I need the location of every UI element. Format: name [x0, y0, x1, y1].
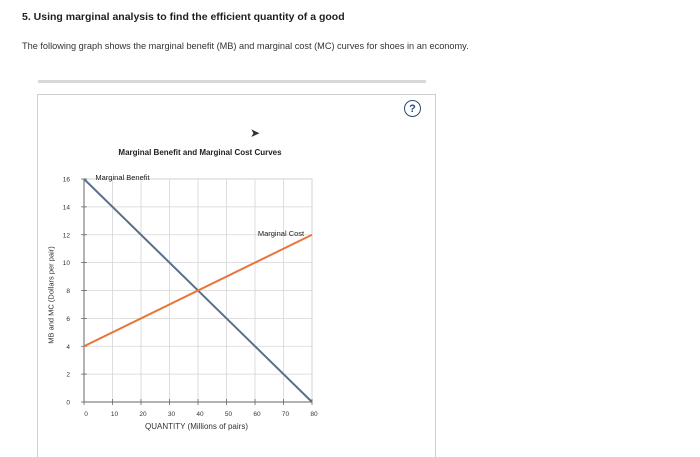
y-tick-label: 8	[66, 288, 70, 295]
curve-label: Marginal Benefit	[95, 173, 150, 182]
x-tick-label: 50	[225, 411, 233, 418]
y-tick-label: 14	[63, 204, 71, 211]
graph-panel	[37, 94, 436, 457]
x-tick-label: 30	[168, 411, 176, 418]
divider	[38, 80, 426, 83]
x-tick-label: 0	[84, 411, 88, 418]
chart-title: Marginal Benefit and Marginal Cost Curve…	[118, 148, 282, 157]
labels: Marginal Benefit Marginal Cost	[95, 173, 305, 238]
series-line-marginal-cost	[83, 233, 313, 348]
curve-label: Marginal Cost	[258, 229, 305, 238]
y-tick-label: 10	[63, 260, 71, 267]
grid	[83, 178, 313, 403]
mouse-cursor-icon: ➤	[250, 126, 261, 140]
y-tick-label: 2	[66, 372, 70, 379]
x-tick-label: 60	[253, 411, 261, 418]
x-axis-label: QUANTITY (Millions of pairs)	[145, 422, 248, 431]
help-button[interactable]: ?	[404, 100, 421, 117]
series	[83, 178, 313, 403]
y-tick-label: 0	[66, 400, 70, 407]
x-tick-label: 40	[196, 411, 204, 418]
y-tick-label: 6	[66, 316, 70, 323]
x-tick-label: 20	[139, 411, 147, 418]
y-tick-label: 12	[63, 232, 71, 239]
x-tick-label: 10	[111, 411, 119, 418]
y-tick-label: 16	[63, 177, 71, 184]
x-tick-label: 70	[282, 411, 290, 418]
question-description: The following graph shows the marginal b…	[22, 41, 469, 51]
y-tick-label: 4	[66, 344, 70, 351]
axes: 0 2 4 6 8 10 12 14 16 0 10 20 30 40 50 60 70 80	[63, 177, 318, 419]
question-title: 5. Using marginal analysis to find the e…	[22, 11, 345, 23]
x-tick-label: 80	[310, 411, 318, 418]
